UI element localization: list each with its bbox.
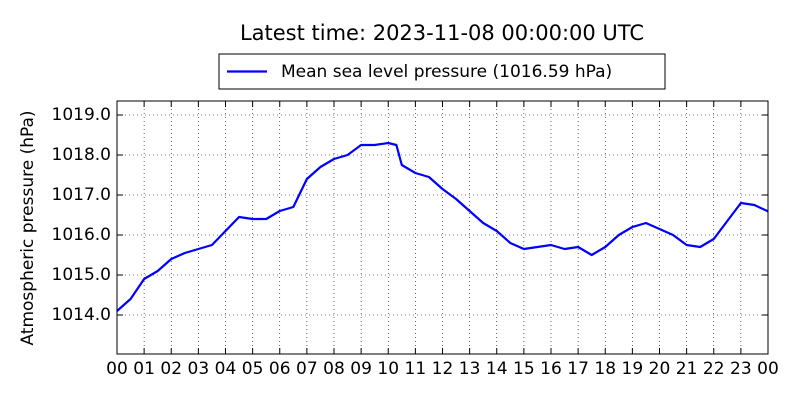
legend-box bbox=[218, 53, 666, 90]
x-tick-label: 08 bbox=[323, 359, 345, 379]
y-tick-label: 1014.0 bbox=[52, 305, 111, 325]
chart-title: Latest time: 2023-11-08 00:00:00 UTC bbox=[240, 21, 644, 45]
plot-frame bbox=[116, 100, 769, 355]
y-axis-label: Atmospheric pressure (hPa) bbox=[18, 110, 38, 345]
x-tick-label: 15 bbox=[513, 359, 535, 379]
x-tick-label: 23 bbox=[730, 359, 752, 379]
x-tick-label: 13 bbox=[459, 359, 481, 379]
legend-label: Mean sea level pressure (1016.59 hPa) bbox=[281, 62, 612, 82]
x-tick-label: 02 bbox=[160, 359, 182, 379]
x-tick-label: 07 bbox=[296, 359, 318, 379]
x-tick-label: 12 bbox=[432, 359, 454, 379]
x-tick-label: 04 bbox=[215, 359, 237, 379]
x-tick-label: 05 bbox=[242, 359, 264, 379]
x-tick-label: 14 bbox=[486, 359, 508, 379]
x-tick-label: 00 bbox=[106, 359, 128, 379]
y-tick-label: 1016.0 bbox=[52, 225, 111, 245]
x-tick-label: 01 bbox=[133, 359, 155, 379]
x-tick-label: 19 bbox=[622, 359, 644, 379]
y-tick-label: 1019.0 bbox=[52, 105, 111, 125]
x-tick-label: 21 bbox=[676, 359, 698, 379]
x-tick-label: 10 bbox=[377, 359, 399, 379]
y-tick-label: 1018.0 bbox=[52, 145, 111, 165]
x-tick-label: 17 bbox=[567, 359, 589, 379]
data-line bbox=[116, 141, 769, 312]
x-tick-label: 03 bbox=[188, 359, 210, 379]
x-tick-label: 16 bbox=[540, 359, 562, 379]
x-tick-label: 06 bbox=[269, 359, 291, 379]
x-tick-label: 00 bbox=[757, 359, 779, 379]
x-tick-label: 18 bbox=[594, 359, 616, 379]
y-tick-label: 1015.0 bbox=[52, 265, 111, 285]
x-tick-label: 11 bbox=[405, 359, 427, 379]
x-tick-label: 09 bbox=[350, 359, 372, 379]
x-tick-label: 20 bbox=[649, 359, 671, 379]
x-tick-label: 22 bbox=[703, 359, 725, 379]
y-tick-label: 1017.0 bbox=[52, 185, 111, 205]
